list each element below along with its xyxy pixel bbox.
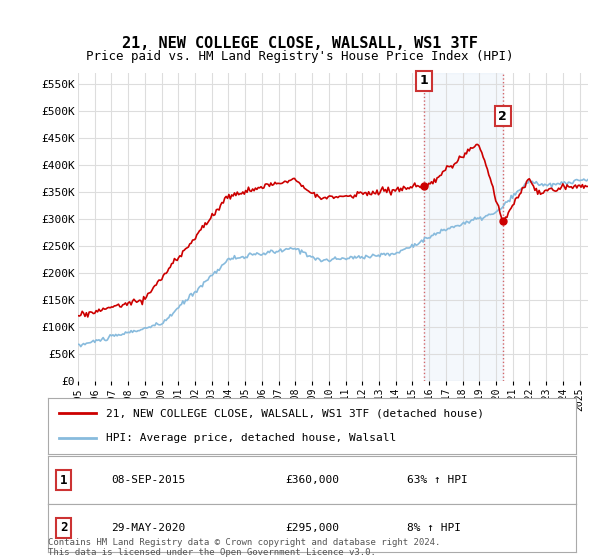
Text: 21, NEW COLLEGE CLOSE, WALSALL, WS1 3TF (detached house): 21, NEW COLLEGE CLOSE, WALSALL, WS1 3TF … bbox=[106, 408, 484, 418]
Text: 08-SEP-2015: 08-SEP-2015 bbox=[112, 475, 185, 485]
Bar bbox=[424, 73, 503, 381]
Text: 2: 2 bbox=[499, 110, 507, 123]
Text: 29-MAY-2020: 29-MAY-2020 bbox=[112, 523, 185, 533]
Text: 8% ↑ HPI: 8% ↑ HPI bbox=[407, 523, 461, 533]
Text: Price paid vs. HM Land Registry's House Price Index (HPI): Price paid vs. HM Land Registry's House … bbox=[86, 50, 514, 63]
Text: 21, NEW COLLEGE CLOSE, WALSALL, WS1 3TF: 21, NEW COLLEGE CLOSE, WALSALL, WS1 3TF bbox=[122, 36, 478, 52]
Text: 63% ↑ HPI: 63% ↑ HPI bbox=[407, 475, 468, 485]
Text: 1: 1 bbox=[60, 474, 68, 487]
Text: £360,000: £360,000 bbox=[286, 475, 340, 485]
Text: HPI: Average price, detached house, Walsall: HPI: Average price, detached house, Wals… bbox=[106, 433, 397, 443]
Text: 2: 2 bbox=[60, 521, 68, 534]
Text: 1: 1 bbox=[420, 74, 428, 87]
Text: £295,000: £295,000 bbox=[286, 523, 340, 533]
Text: Contains HM Land Registry data © Crown copyright and database right 2024.
This d: Contains HM Land Registry data © Crown c… bbox=[48, 538, 440, 557]
